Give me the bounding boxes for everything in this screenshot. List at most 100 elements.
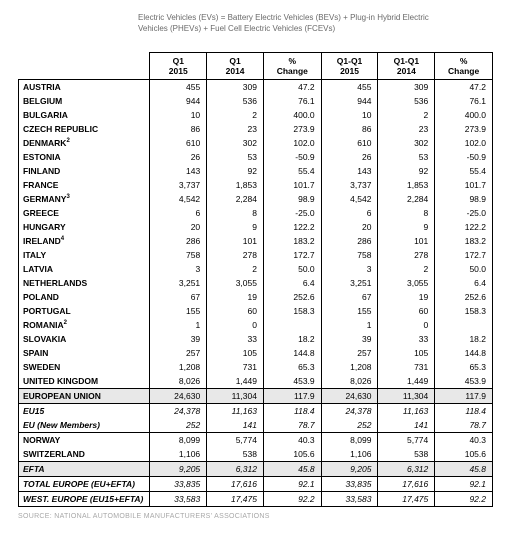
table-row: ESTONIA2653-50.92653-50.9 (19, 150, 493, 164)
cell: 40.3 (263, 433, 321, 448)
cell: 252 (150, 418, 207, 433)
cell: 286 (150, 234, 207, 248)
table-row: SWEDEN1,20873165.31,20873165.3 (19, 360, 493, 374)
cell: 538 (207, 447, 264, 462)
row-name: UNITED KINGDOM (19, 374, 150, 389)
cell: 278 (378, 248, 435, 262)
cell: 26 (150, 150, 207, 164)
table-row: ROMANIA21010 (19, 318, 493, 332)
cell: 19 (378, 290, 435, 304)
cell: 302 (207, 136, 264, 150)
cell: 17,616 (207, 477, 264, 492)
cell: 2 (207, 262, 264, 276)
cell: 67 (150, 290, 207, 304)
cell: 257 (321, 346, 378, 360)
cell: 252.6 (435, 290, 493, 304)
cell: 0 (207, 318, 264, 332)
cell: 55.4 (435, 164, 493, 178)
cell: 731 (207, 360, 264, 374)
table-row: EUROPEAN UNION24,63011,304117.924,63011,… (19, 389, 493, 404)
cell: 118.4 (263, 404, 321, 419)
cell: 273.9 (435, 122, 493, 136)
table-row: DENMARK2610302102.0610302102.0 (19, 136, 493, 150)
cell: 944 (150, 94, 207, 108)
table-row: CZECH REPUBLIC8623273.98623273.9 (19, 122, 493, 136)
cell: 33,835 (150, 477, 207, 492)
row-name: NORWAY (19, 433, 150, 448)
cell: 538 (378, 447, 435, 462)
subtitle-line2: Vehicles (PHEVs) + Fuel Cell Electric Ve… (138, 24, 335, 33)
cell: 23 (207, 122, 264, 136)
row-name: ESTONIA (19, 150, 150, 164)
cell: 92.2 (263, 492, 321, 507)
table-row: POLAND6719252.66719252.6 (19, 290, 493, 304)
table-row: EFTA9,2056,31245.89,2056,31245.8 (19, 462, 493, 477)
cell: 141 (207, 418, 264, 433)
table-row: LATVIA3250.03250.0 (19, 262, 493, 276)
row-name: SLOVAKIA (19, 332, 150, 346)
cell: 23 (378, 122, 435, 136)
cell: 2,284 (207, 192, 264, 206)
cell: 2 (378, 262, 435, 276)
cell: 1,853 (378, 178, 435, 192)
cell: 1,106 (321, 447, 378, 462)
col-header: %Change (263, 53, 321, 80)
cell: 252 (321, 418, 378, 433)
source-note: SOURCE: NATIONAL AUTOMOBILE MANUFACTURER… (18, 513, 493, 520)
cell: 9 (207, 220, 264, 234)
cell: 101.7 (263, 178, 321, 192)
cell: 6.4 (263, 276, 321, 290)
table-row: GERMANY34,5422,28498.94,5422,28498.9 (19, 192, 493, 206)
cell: 19 (207, 290, 264, 304)
cell: 10 (321, 108, 378, 122)
cell: 1 (321, 318, 378, 332)
cell: 155 (321, 304, 378, 318)
table-row: ITALY758278172.7758278172.7 (19, 248, 493, 262)
cell: 40.3 (435, 433, 493, 448)
row-name: AUSTRIA (19, 80, 150, 95)
cell: 5,774 (378, 433, 435, 448)
cell: 11,304 (207, 389, 264, 404)
cell: 122.2 (435, 220, 493, 234)
cell: 17,475 (207, 492, 264, 507)
cell: 6 (150, 206, 207, 220)
cell: 400.0 (263, 108, 321, 122)
row-name: BULGARIA (19, 108, 150, 122)
cell (263, 318, 321, 332)
cell: 2 (207, 108, 264, 122)
cell: 172.7 (263, 248, 321, 262)
col-header: Q12014 (207, 53, 264, 80)
cell: 3,737 (321, 178, 378, 192)
cell: 33,835 (321, 477, 378, 492)
cell: 11,163 (207, 404, 264, 419)
cell: 286 (321, 234, 378, 248)
cell: 53 (207, 150, 264, 164)
cell: 3,055 (207, 276, 264, 290)
cell: 117.9 (435, 389, 493, 404)
cell: 3 (150, 262, 207, 276)
row-name: PORTUGAL (19, 304, 150, 318)
cell: 105 (378, 346, 435, 360)
cell: 944 (321, 94, 378, 108)
cell: 18.2 (263, 332, 321, 346)
row-name: FRANCE (19, 178, 150, 192)
row-name: DENMARK2 (19, 136, 150, 150)
cell: 6.4 (435, 276, 493, 290)
row-name: FINLAND (19, 164, 150, 178)
cell: 101 (207, 234, 264, 248)
cell: 24,630 (321, 389, 378, 404)
cell: 3,737 (150, 178, 207, 192)
cell: 8 (378, 206, 435, 220)
cell: 6,312 (378, 462, 435, 477)
cell: 758 (150, 248, 207, 262)
cell: 257 (150, 346, 207, 360)
cell: 39 (150, 332, 207, 346)
cell: 86 (321, 122, 378, 136)
cell: 141 (378, 418, 435, 433)
table-row: SLOVAKIA393318.2393318.2 (19, 332, 493, 346)
cell: 4,542 (150, 192, 207, 206)
row-name: LATVIA (19, 262, 150, 276)
cell: 92.1 (263, 477, 321, 492)
cell: 33,583 (321, 492, 378, 507)
cell: 1,449 (378, 374, 435, 389)
